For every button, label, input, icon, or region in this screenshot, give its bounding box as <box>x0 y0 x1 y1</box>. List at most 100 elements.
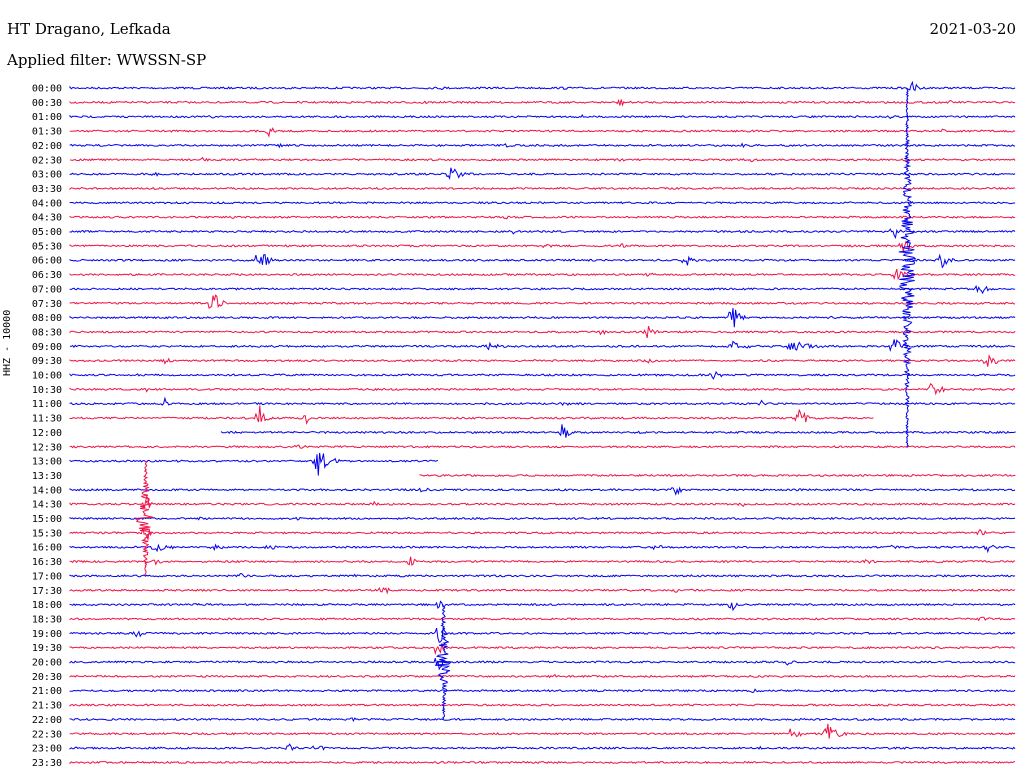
row-time-label: 02:30 <box>32 155 62 166</box>
trace-row-0030 <box>69 98 1016 107</box>
trace-row-1530 <box>69 527 1016 542</box>
trace-row-0930 <box>69 354 1016 367</box>
large-event-trace <box>898 87 917 448</box>
large-event-trace <box>434 604 452 720</box>
trace-row-2200 <box>69 717 1016 723</box>
trace-row-1830 <box>69 616 1016 622</box>
row-time-label: 06:00 <box>32 256 62 267</box>
row-time-label: 05:30 <box>32 241 62 252</box>
trace-row-1730 <box>69 587 1016 595</box>
trace-row-2100 <box>69 688 1016 694</box>
row-time-label: 14:30 <box>32 500 62 511</box>
trace-row-2300 <box>69 743 1016 752</box>
trace-row-0200 <box>69 142 1016 149</box>
row-time-label: 07:00 <box>32 284 62 295</box>
row-time-label: 21:00 <box>32 686 62 697</box>
trace-row-1030 <box>69 383 1016 396</box>
trace-row-0100 <box>69 114 1016 120</box>
row-time-label: 12:30 <box>32 442 62 453</box>
row-time-label: 16:30 <box>32 557 62 568</box>
row-time-label: 01:00 <box>32 112 62 123</box>
trace-row-2230 <box>69 723 1016 739</box>
row-time-label: 15:30 <box>32 528 62 539</box>
filter-subtitle: Applied filter: WWSSN-SP <box>7 51 207 69</box>
trace-row-0500 <box>69 228 1016 240</box>
trace-row-0900 <box>69 339 1016 353</box>
trace-row-0300 <box>69 167 1016 180</box>
trace-row-1600 <box>69 543 1016 554</box>
trace-row-1700 <box>69 573 1016 578</box>
row-time-label: 22:30 <box>32 729 62 740</box>
trace-row-0530 <box>69 241 1016 252</box>
row-time-label: 04:00 <box>32 198 62 209</box>
row-time-label: 14:00 <box>32 485 62 496</box>
row-time-label: 09:30 <box>32 356 62 367</box>
row-time-label: 13:30 <box>32 471 62 482</box>
trace-row-0730 <box>69 294 1016 309</box>
row-time-label: 01:30 <box>32 127 62 138</box>
trace-row-0700 <box>69 284 1016 295</box>
row-time-label: 17:30 <box>32 586 62 597</box>
row-time-label: 08:00 <box>32 313 62 324</box>
row-time-label: 12:00 <box>32 428 62 439</box>
row-time-label: 23:00 <box>32 744 62 755</box>
row-time-label: 07:30 <box>32 299 62 310</box>
row-time-label: 13:00 <box>32 457 62 468</box>
trace-row-0230 <box>69 156 1016 163</box>
row-time-label: 21:30 <box>32 701 62 712</box>
row-time-label: 10:30 <box>32 385 62 396</box>
trace-row-1230 <box>69 444 1016 449</box>
trace-row-0430 <box>69 215 1016 220</box>
row-time-label: 04:30 <box>32 213 62 224</box>
row-time-label: 08:30 <box>32 327 62 338</box>
row-time-label: 06:30 <box>32 270 62 281</box>
trace-row-1100 <box>69 396 1016 407</box>
large-event-trace <box>135 460 154 576</box>
row-time-label: 20:30 <box>32 672 62 683</box>
row-time-label: 15:00 <box>32 514 62 525</box>
row-time-label: 00:00 <box>32 84 62 95</box>
trace-row-1330 <box>419 473 1016 478</box>
row-time-label: 09:00 <box>32 342 62 353</box>
trace-row-0800 <box>69 308 1016 328</box>
trace-row-2000 <box>69 658 1016 671</box>
chart-title: HT Dragano, Lefkada <box>7 20 171 38</box>
row-time-label: 16:00 <box>32 543 62 554</box>
trace-row-1200 <box>220 424 1016 438</box>
trace-row-1630 <box>69 556 1016 566</box>
trace-row-1300 <box>69 452 439 476</box>
row-time-label: 10:00 <box>32 371 62 382</box>
trace-row-2030 <box>69 673 1016 679</box>
chart-date: 2021-03-20 <box>929 20 1016 38</box>
trace-row-2130 <box>69 703 1016 707</box>
row-time-label: 05:00 <box>32 227 62 238</box>
row-time-label: 19:30 <box>32 643 62 654</box>
trace-row-1400 <box>69 486 1016 496</box>
row-time-label: 18:00 <box>32 600 62 611</box>
row-time-label: 03:30 <box>32 184 62 195</box>
trace-row-0400 <box>69 201 1016 205</box>
row-time-label: 11:00 <box>32 399 62 410</box>
trace-row-0830 <box>69 326 1016 339</box>
trace-row-1900 <box>69 626 1016 643</box>
trace-row-1430 <box>69 494 1016 509</box>
row-time-label: 19:00 <box>32 629 62 640</box>
row-time-label: 11:30 <box>32 414 62 425</box>
trace-row-0330 <box>69 186 1016 191</box>
trace-row-1800 <box>69 600 1016 612</box>
trace-row-2330 <box>69 760 1016 765</box>
row-time-label: 02:00 <box>32 141 62 152</box>
trace-row-0130 <box>69 127 1016 138</box>
trace-row-1500 <box>69 516 1016 521</box>
row-time-label: 03:00 <box>32 170 62 181</box>
trace-row-1930 <box>69 643 1016 656</box>
row-time-label: 18:30 <box>32 614 62 625</box>
trace-row-0600 <box>69 253 1016 269</box>
row-time-label: 23:30 <box>32 758 62 769</box>
trace-row-0000 <box>69 80 1016 92</box>
trace-row-1130 <box>69 405 874 425</box>
row-time-label: 22:00 <box>32 715 62 726</box>
row-time-label: 17:00 <box>32 571 62 582</box>
